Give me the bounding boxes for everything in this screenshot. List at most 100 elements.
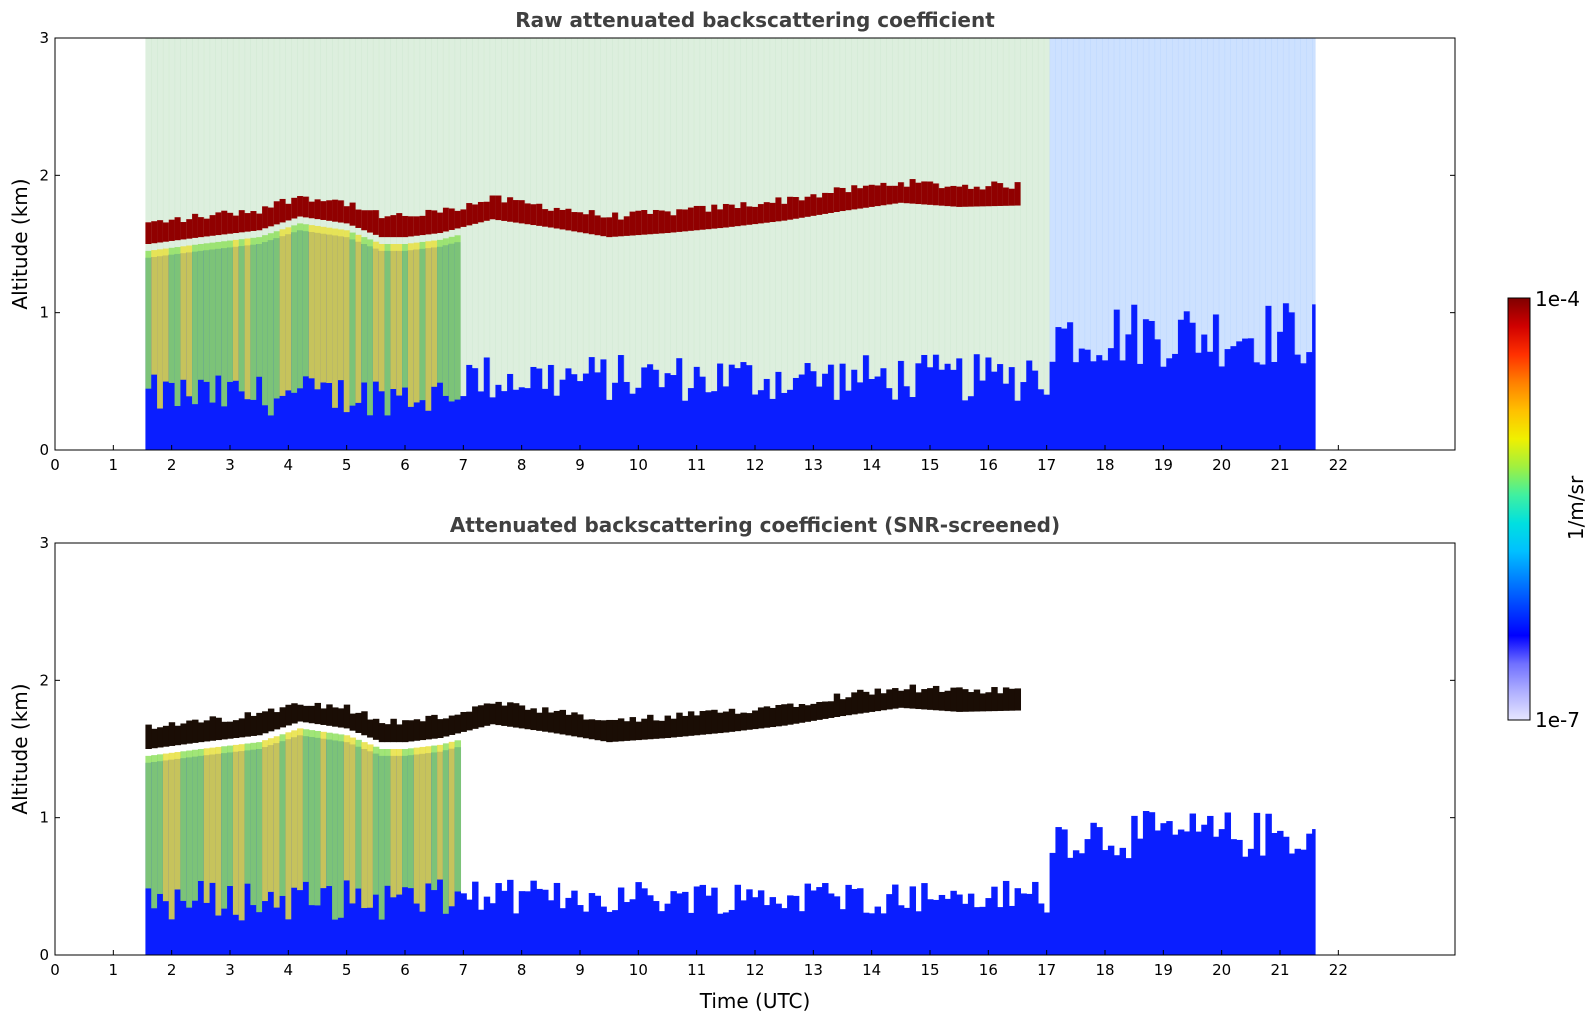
boundary-layer-cell	[594, 895, 602, 955]
cloud-cell	[355, 712, 362, 733]
boundary-layer-cell	[1002, 383, 1010, 450]
noise-cell	[1189, 38, 1197, 323]
cloud-cell	[512, 200, 520, 223]
noise-cell	[378, 38, 386, 251]
aerosol-layer-cell	[384, 244, 392, 416]
aerosol-layer-cell	[442, 238, 450, 396]
boundary-layer-cell	[559, 908, 567, 955]
x-tick-label: 4	[284, 961, 294, 979]
aerosol-layer-cell	[355, 234, 362, 403]
noise-cell	[588, 38, 596, 358]
boundary-layer-cell	[1288, 312, 1296, 450]
aerosol-layer-cell	[349, 232, 357, 406]
cloud-cell	[425, 209, 432, 235]
noise-cell	[1078, 38, 1086, 349]
cloud-cell	[752, 710, 759, 730]
cloud-cell	[524, 709, 532, 730]
boundary-layer-cell	[909, 886, 917, 955]
cloud-cell	[606, 719, 613, 743]
cloud-cell	[932, 183, 940, 206]
cloud-cell	[215, 212, 222, 236]
x-tick-label: 5	[342, 961, 352, 979]
boundary-layer-cell	[1195, 831, 1202, 955]
cloud-cell	[349, 713, 357, 731]
boundary-layer-cell	[950, 890, 957, 955]
boundary-layer-cell	[460, 893, 467, 955]
cloud-cell	[448, 208, 456, 230]
cloud-cell	[192, 213, 199, 238]
x-tick-label: 5	[342, 456, 352, 474]
cloud-cell	[880, 182, 887, 206]
cloud-cell	[600, 720, 607, 742]
cloud-cell	[711, 709, 718, 734]
aerosol-layer-cell	[267, 738, 275, 892]
cloud-cell	[384, 216, 392, 238]
aerosol-layer-cell	[180, 751, 187, 901]
cloud-cell	[594, 215, 602, 236]
boundary-layer-cell	[956, 358, 963, 450]
cloud-cell	[524, 203, 532, 225]
boundary-layer-cell	[699, 376, 707, 450]
cloud-cell	[699, 711, 707, 735]
cloud-cell	[501, 202, 508, 221]
boundary-layer-cell	[1207, 815, 1214, 955]
cloud-cell	[477, 201, 485, 223]
cloud-cell	[991, 181, 998, 207]
cloud-cell	[361, 711, 368, 736]
aerosol-layer-cell	[232, 239, 240, 381]
boundary-layer-cell	[1247, 848, 1255, 955]
noise-cell	[1277, 38, 1284, 332]
noise-cell	[1212, 38, 1220, 315]
aerosol-layer-cell	[320, 731, 327, 889]
noise-cell	[396, 38, 403, 251]
aerosol-layer-cell	[425, 241, 432, 411]
boundary-layer-cell	[1026, 360, 1033, 450]
boundary-layer-cell	[979, 380, 987, 450]
cloud-cell	[635, 721, 642, 741]
aerosol-layer-cell	[279, 229, 287, 396]
aerosol-layer-cell	[413, 747, 421, 904]
x-tick-label: 16	[979, 456, 998, 474]
cloud-cell	[903, 689, 911, 709]
boundary-layer-cell	[1008, 367, 1016, 450]
boundary-layer-cell	[1177, 829, 1185, 955]
noise-cell	[466, 38, 473, 365]
cloud-cell	[862, 691, 870, 713]
cloud-cell	[699, 205, 707, 230]
noise-cell	[256, 38, 263, 244]
noise-cell	[1084, 38, 1092, 350]
cloud-cell	[437, 719, 444, 739]
noise-cell	[577, 38, 584, 382]
cloud-cell	[857, 689, 864, 714]
cloud-cell	[921, 181, 928, 205]
cloud-cell	[291, 197, 298, 219]
boundary-layer-cell	[827, 364, 835, 450]
cloud-cell	[635, 210, 642, 236]
noise-cell	[454, 38, 462, 243]
x-tick-label: 20	[1212, 456, 1231, 474]
cloud-cell	[787, 196, 794, 220]
noise-cell	[1271, 38, 1278, 362]
aerosol-layer-cell	[337, 734, 345, 918]
boundary-layer-cell	[1282, 303, 1290, 450]
boundary-layer-cell	[1300, 849, 1307, 955]
boundary-layer-cell	[792, 377, 800, 450]
boundary-layer-cell	[962, 400, 969, 450]
cloud-cell	[419, 215, 427, 236]
noise-cell	[1282, 38, 1290, 304]
cloud-cell	[851, 692, 858, 715]
boundary-layer-cell	[629, 393, 637, 450]
boundary-layer-cell	[967, 396, 975, 450]
cloud-cell	[332, 707, 339, 727]
cloud-cell	[472, 706, 479, 729]
boundary-layer-cell	[839, 909, 847, 955]
noise-cell	[1020, 38, 1027, 383]
cloud-cell	[285, 203, 292, 221]
boundary-layer-cell	[997, 907, 1004, 955]
boundary-layer-cell	[577, 905, 584, 955]
boundary-layer-cell	[682, 891, 689, 955]
cloud-cell	[477, 705, 485, 728]
boundary-layer-cell	[1037, 903, 1045, 955]
cloud-cell	[600, 217, 607, 237]
